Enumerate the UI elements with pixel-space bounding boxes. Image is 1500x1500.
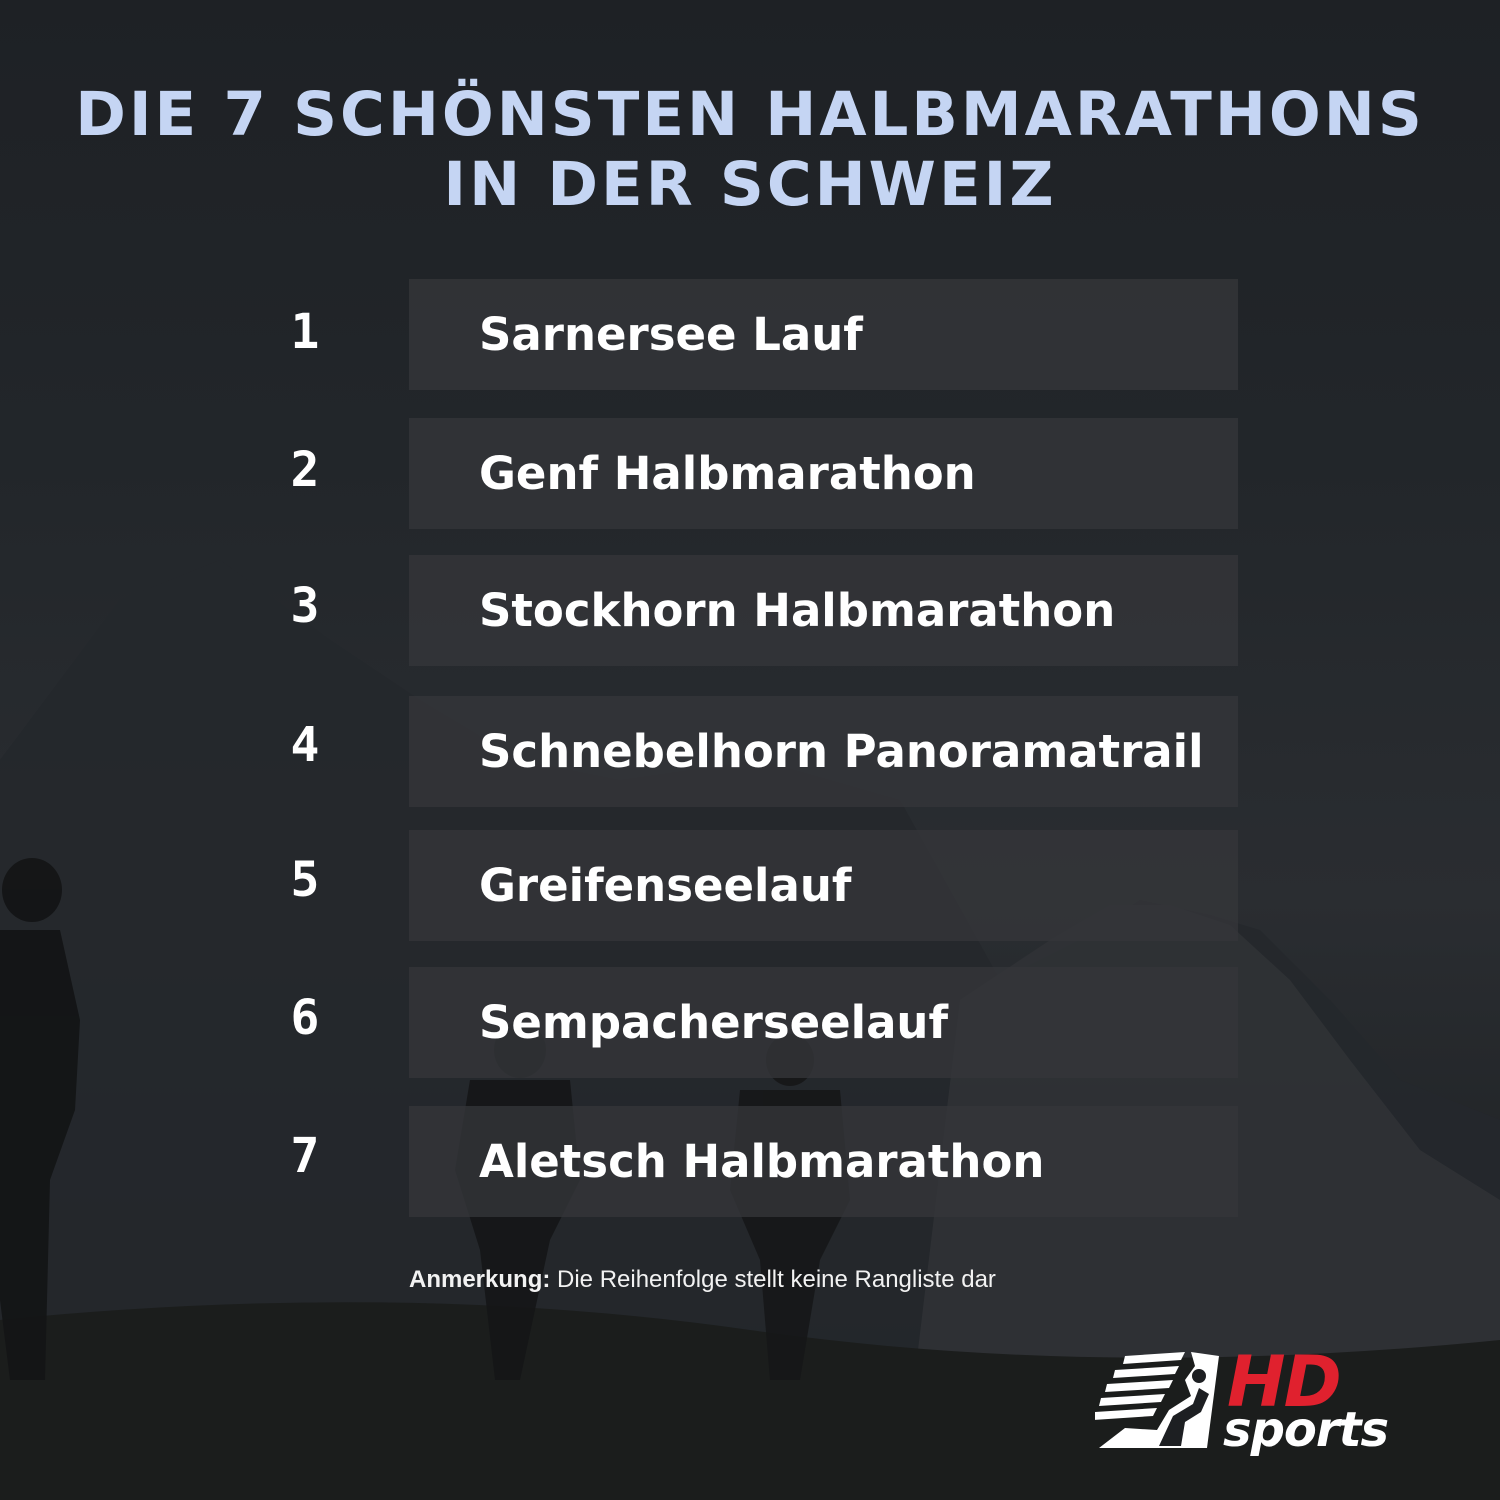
rank-number: 6 xyxy=(290,990,320,1046)
list-item-label: Sempacherseelauf xyxy=(479,996,949,1049)
rank-number: 3 xyxy=(290,578,320,634)
list-item: Aletsch Halbmarathon xyxy=(409,1106,1238,1217)
page-title: DIE 7 SCHÖNSTEN HALBMARATHONS IN DER SCH… xyxy=(0,80,1500,220)
list-item: Sempacherseelauf xyxy=(409,967,1238,1078)
list-item: Sarnersee Lauf xyxy=(409,279,1238,390)
rank-number: 2 xyxy=(290,442,320,498)
list-item: Genf Halbmarathon xyxy=(409,418,1238,529)
list-item: Schnebelhorn Panoramatrail xyxy=(409,696,1238,807)
footnote-label: Anmerkung: xyxy=(409,1266,551,1293)
list-item: Greifenseelauf xyxy=(409,830,1238,941)
list-item-label: Stockhorn Halbmarathon xyxy=(479,584,1116,637)
list-item-label: Greifenseelauf xyxy=(479,859,852,912)
list-item-label: Genf Halbmarathon xyxy=(479,447,976,500)
rank-number: 1 xyxy=(290,304,320,360)
list-item-label: Aletsch Halbmarathon xyxy=(479,1135,1045,1188)
rank-number: 4 xyxy=(290,717,320,773)
runner-icon xyxy=(1095,1352,1219,1448)
hd-sports-logo: HD sports xyxy=(1095,1342,1440,1460)
footnote-text: Die Reihenfolge stellt keine Rangliste d… xyxy=(550,1266,996,1293)
logo-sports-text: sports xyxy=(1223,1402,1389,1458)
runner-left xyxy=(0,858,80,1380)
list-item: Stockhorn Halbmarathon xyxy=(409,555,1238,666)
footnote: Anmerkung: Die Reihenfolge stellt keine … xyxy=(409,1266,996,1294)
list-item-label: Sarnersee Lauf xyxy=(479,308,863,361)
title-line-1: DIE 7 SCHÖNSTEN HALBMARATHONS xyxy=(75,79,1425,150)
title-line-2: IN DER SCHWEIZ xyxy=(443,149,1057,220)
rank-number: 7 xyxy=(290,1128,320,1184)
rank-number: 5 xyxy=(290,852,320,908)
list-item-label: Schnebelhorn Panoramatrail xyxy=(479,725,1204,778)
logo-hd-text: HD xyxy=(1227,1341,1342,1423)
